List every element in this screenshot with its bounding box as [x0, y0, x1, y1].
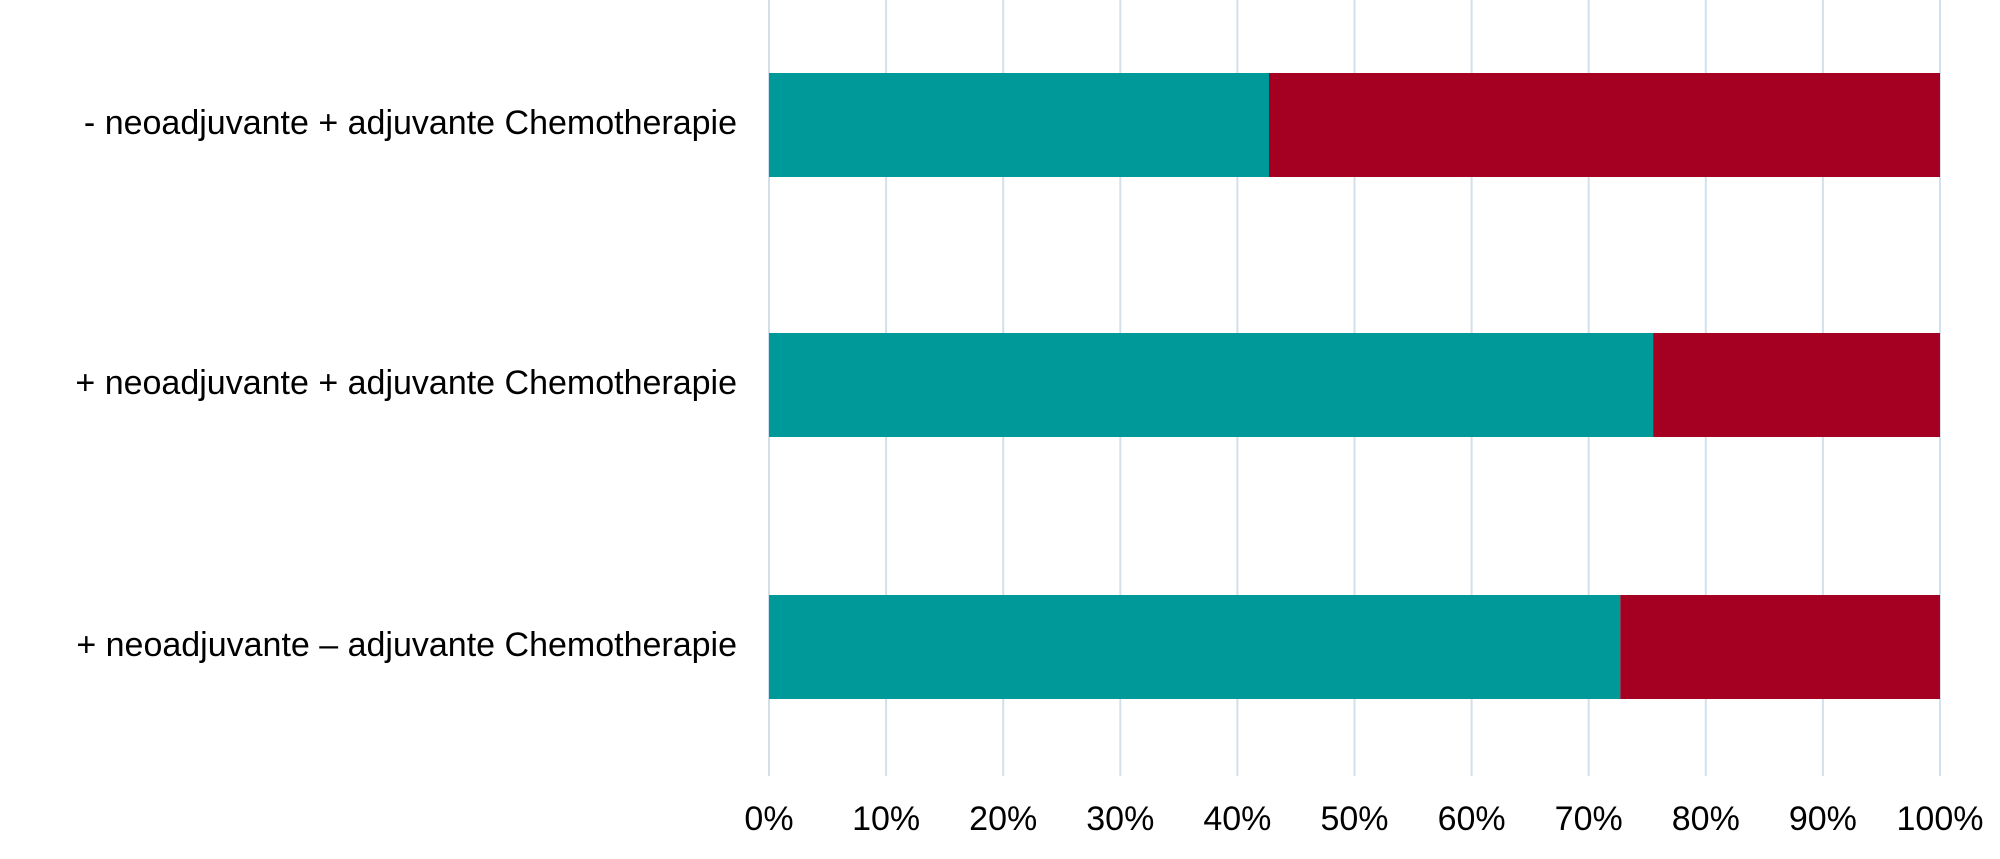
x-tick-label: 40%: [1203, 800, 1271, 838]
x-tick-label: 100%: [1897, 800, 1984, 838]
x-tick-label: 10%: [852, 800, 920, 838]
y-tick-label: - neoadjuvante + adjuvante Chemotherapie: [84, 104, 737, 142]
x-tick-label: 80%: [1672, 800, 1740, 838]
x-tick-label: 60%: [1438, 800, 1506, 838]
y-tick-label: + neoadjuvante – adjuvante Chemotherapie: [76, 626, 737, 664]
bar-segment: [769, 595, 1621, 699]
x-tick-label: 70%: [1555, 800, 1623, 838]
bar-segment: [769, 333, 1654, 437]
x-tick-label: 50%: [1320, 800, 1388, 838]
x-tick-label: 90%: [1789, 800, 1857, 838]
x-tick-label: 20%: [969, 800, 1037, 838]
x-tick-label: 0%: [744, 800, 793, 838]
x-tick-label: 30%: [1086, 800, 1154, 838]
bar-segment: [1620, 595, 1940, 699]
y-tick-label: + neoadjuvante + adjuvante Chemotherapie: [75, 364, 737, 402]
bar-segment: [1269, 73, 1940, 177]
bar-segment: [1653, 333, 1940, 437]
bar-segment: [769, 73, 1270, 177]
